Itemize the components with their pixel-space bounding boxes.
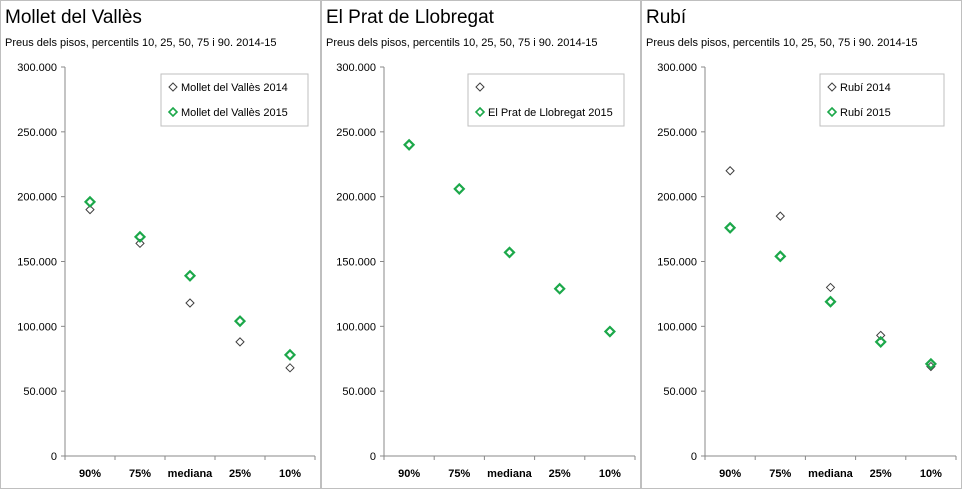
legend-box [160, 73, 309, 127]
x-tick-label: mediana [808, 468, 854, 480]
y-tick-label: 100.000 [657, 321, 697, 333]
chart-subtitle: Preus dels pisos, percentils 10, 25, 50,… [326, 37, 598, 49]
legend-box [467, 73, 625, 127]
x-tick-label: 90% [719, 468, 741, 480]
data-point-2015 [283, 348, 297, 361]
y-tick-label: 100.000 [17, 321, 57, 333]
data-point-2015 [824, 295, 837, 308]
chart-legend: El Prat de Llobregat 2015 [467, 73, 625, 127]
chart-legend: Rubí 2014 Rubí 2015 [819, 73, 945, 127]
x-tick-label: 10% [920, 468, 942, 480]
chart-panel-rubi: Rubí Preus dels pisos, percentils 10, 25… [641, 0, 962, 489]
chart-subtitle: Preus dels pisos, percentils 10, 25, 50,… [646, 37, 918, 49]
y-tick-label: 200.000 [17, 192, 57, 204]
y-tick-label: 50.000 [23, 386, 57, 398]
y-tick-label: 150.000 [17, 257, 57, 269]
legend-label: Rubí 2015 [840, 107, 891, 119]
data-point-2014 [285, 363, 295, 373]
data-point-2015 [724, 221, 737, 234]
x-tick-label: 25% [549, 468, 571, 480]
data-point-2015 [453, 182, 466, 195]
legend-label: El Prat de Llobregat 2015 [488, 107, 613, 119]
y-tick-label: 150.000 [336, 257, 376, 269]
y-tick-label: 250.000 [657, 127, 697, 139]
legend-box [819, 73, 945, 127]
x-tick-label: 75% [769, 468, 791, 480]
data-point-2014 [775, 211, 786, 221]
y-tick-label: 150.000 [657, 257, 697, 269]
x-tick-label: mediana [487, 468, 533, 480]
y-tick-label: 200.000 [336, 192, 376, 204]
data-point-2014 [85, 204, 95, 215]
y-tick-label: 0 [691, 451, 697, 463]
chart-plot-rubi: 0 50.000 100.000 150.000 200.000 250.000 300.0… [657, 62, 957, 480]
data-point-2015 [924, 357, 937, 370]
x-tick-label: 25% [229, 468, 251, 480]
x-tick-label: 10% [279, 468, 301, 480]
data-point-2014 [185, 298, 195, 308]
y-tick-label: 300.000 [657, 62, 697, 74]
x-tick-label: 25% [870, 468, 892, 480]
data-point-2014 [725, 166, 735, 176]
x-tick-label: 75% [448, 468, 470, 480]
legend-marker-2014 [827, 82, 837, 92]
data-point-2015 [183, 269, 197, 282]
chart-plot-mollet: 0 50.000 100.000 150.000 200.000 250.000 300.0… [17, 62, 316, 480]
legend-marker-2014 [475, 82, 485, 92]
x-tick-label: 75% [129, 468, 151, 480]
chart-title: Rubí [646, 7, 687, 28]
data-point-2014 [825, 282, 836, 293]
y-tick-label: 0 [51, 451, 57, 463]
chart-subtitle: Preus dels pisos, percentils 10, 25, 50,… [5, 37, 277, 49]
data-point-2015 [83, 195, 97, 208]
chart-panel-mollet: Mollet del Vallès Preus dels pisos, perc… [0, 0, 321, 489]
legend-label: Rubí 2014 [840, 82, 891, 94]
data-point-2015 [133, 230, 147, 243]
chart-title: Mollet del Vallès [5, 7, 142, 28]
legend-label: Mollet del Vallès 2015 [181, 107, 288, 119]
y-tick-label: 300.000 [336, 62, 376, 74]
data-point-2015 [553, 282, 566, 295]
data-point-2015 [233, 315, 247, 328]
y-tick-label: 250.000 [336, 127, 376, 139]
legend-marker-2015 [826, 106, 838, 118]
y-tick-label: 300.000 [17, 62, 57, 74]
data-point-2015 [874, 335, 887, 348]
legend-marker-2014 [168, 82, 178, 92]
y-tick-label: 50.000 [663, 386, 697, 398]
data-point-2015 [503, 246, 516, 259]
data-point-2015 [603, 325, 616, 338]
x-tick-label: mediana [168, 468, 214, 480]
data-point-2014 [135, 238, 145, 249]
legend-marker-2015 [167, 106, 179, 118]
x-tick-label: 10% [599, 468, 621, 480]
legend-label: Mollet del Vallès 2014 [181, 82, 288, 94]
y-tick-label: 50.000 [342, 386, 376, 398]
y-tick-label: 200.000 [657, 192, 697, 204]
y-tick-label: 0 [370, 451, 376, 463]
y-tick-label: 250.000 [17, 127, 57, 139]
chart-panel-el-prat: El Prat de Llobregat Preus dels pisos, p… [321, 0, 641, 489]
data-point-2014 [235, 337, 245, 347]
data-point-2014 [875, 330, 886, 341]
x-tick-label: 90% [79, 468, 101, 480]
data-point-2015 [403, 138, 416, 151]
chart-plot-el-prat: 0 50.000 100.000 150.000 200.000 250.000 300.0… [336, 62, 636, 480]
chart-legend: Mollet del Vallès 2014 Mollet del Vallès … [160, 73, 309, 127]
data-point-2015 [774, 250, 787, 263]
y-tick-label: 100.000 [336, 321, 376, 333]
chart-title: El Prat de Llobregat [326, 7, 494, 28]
legend-marker-2015 [474, 106, 486, 118]
x-tick-label: 90% [398, 468, 420, 480]
